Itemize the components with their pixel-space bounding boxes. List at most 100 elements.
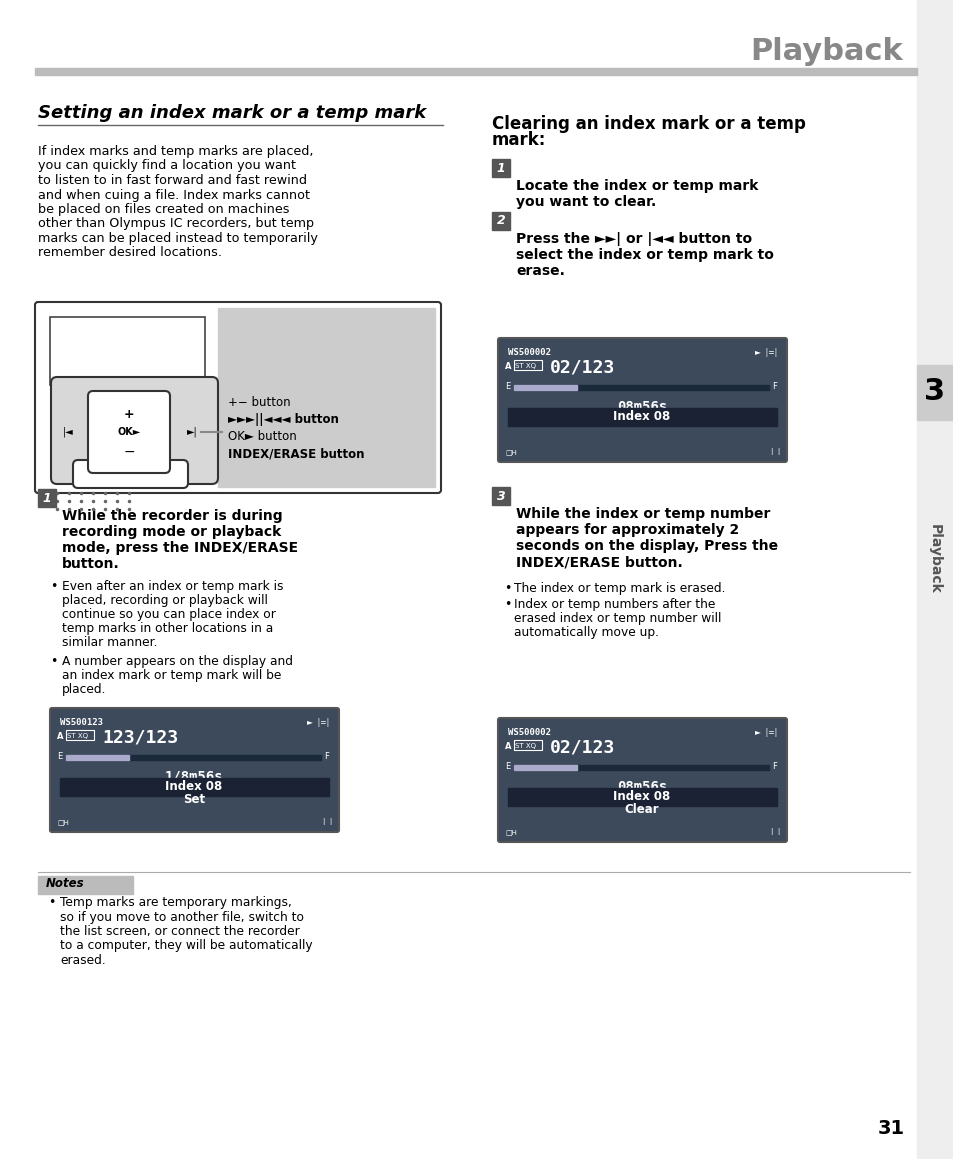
Text: |  |: | | [770, 828, 780, 834]
Bar [66, 755, 129, 760]
Text: placed.: placed. [62, 683, 107, 697]
Bar [66, 730, 94, 739]
Text: you can quickly find a location you want: you can quickly find a location you want [38, 160, 295, 173]
Text: erased index or temp number will: erased index or temp number will [514, 612, 720, 625]
Text: 3: 3 [497, 489, 505, 503]
Bar [35, 68, 916, 75]
Bar [514, 385, 577, 389]
Text: +− button: +− button [228, 396, 291, 409]
Text: erase.: erase. [516, 264, 564, 278]
Bar [218, 308, 435, 487]
Text: F: F [771, 761, 776, 771]
Text: Set: Set [183, 793, 205, 806]
Text: INDEX/ERASE button: INDEX/ERASE button [228, 447, 364, 460]
Bar [492, 487, 510, 505]
Text: ►  |=|: ► |=| [754, 728, 776, 737]
Text: temp marks in other locations in a: temp marks in other locations in a [62, 622, 273, 635]
Text: and when cuing a file. Index marks cannot: and when cuing a file. Index marks canno… [38, 189, 310, 202]
Text: WS500002: WS500002 [507, 348, 551, 357]
Bar [38, 489, 56, 506]
Text: the list screen, or connect the recorder: the list screen, or connect the recorder [60, 925, 299, 938]
Text: ►  |=|: ► |=| [307, 717, 329, 727]
Text: While the recorder is during: While the recorder is during [62, 509, 282, 523]
Bar [38, 876, 132, 894]
Text: Temp marks are temporary markings,: Temp marks are temporary markings, [60, 896, 292, 909]
Text: Index 08: Index 08 [613, 410, 670, 423]
Bar [916, 365, 953, 420]
Text: to listen to in fast forward and fast rewind: to listen to in fast forward and fast re… [38, 174, 307, 187]
Text: appears for approximately 2: appears for approximately 2 [516, 523, 739, 537]
Text: •: • [503, 598, 511, 611]
Text: ►  |=|: ► |=| [754, 348, 776, 357]
FancyBboxPatch shape [73, 460, 188, 488]
Text: Press the ►►| or |◄◄ button to: Press the ►►| or |◄◄ button to [516, 232, 751, 246]
Text: Index 08: Index 08 [165, 780, 222, 793]
Text: erased.: erased. [60, 954, 106, 967]
Text: 3: 3 [923, 378, 944, 407]
Text: ►►►||◄◄◄ button: ►►►||◄◄◄ button [228, 414, 338, 427]
Text: •: • [503, 582, 511, 595]
Text: automatically move up.: automatically move up. [514, 626, 659, 639]
Text: you want to clear.: you want to clear. [516, 195, 656, 209]
Text: 1: 1 [43, 491, 51, 504]
Text: OK►: OK► [117, 427, 140, 437]
Text: While the index or temp number: While the index or temp number [516, 506, 770, 522]
Text: •: • [50, 580, 57, 593]
Text: mark:: mark: [492, 131, 546, 150]
FancyBboxPatch shape [35, 302, 440, 493]
Text: ST XQ: ST XQ [515, 363, 536, 369]
Bar [50, 318, 205, 385]
Text: +: + [124, 408, 134, 422]
Text: Index or temp numbers after the: Index or temp numbers after the [514, 598, 715, 611]
Bar [514, 385, 768, 389]
Text: OK► button: OK► button [228, 430, 296, 444]
Text: seconds on the display, Press the: seconds on the display, Press the [516, 539, 778, 553]
Text: ST XQ: ST XQ [515, 743, 536, 749]
Text: 31: 31 [877, 1118, 904, 1137]
Text: Even after an index or temp mark is: Even after an index or temp mark is [62, 580, 283, 593]
Text: be placed on files created on machines: be placed on files created on machines [38, 203, 289, 216]
Text: |◄: |◄ [63, 427, 73, 437]
Text: WS500002: WS500002 [507, 728, 551, 737]
Text: Playback: Playback [927, 524, 941, 593]
FancyBboxPatch shape [497, 717, 786, 841]
Text: 08m56s: 08m56s [617, 780, 666, 794]
Text: ST XQ: ST XQ [67, 732, 88, 739]
Bar [507, 788, 776, 806]
Text: recording mode or playback: recording mode or playback [62, 525, 281, 539]
Text: E: E [504, 761, 510, 771]
Text: |  |: | | [770, 449, 780, 455]
Text: continue so you can place index or: continue so you can place index or [62, 608, 275, 621]
Bar [514, 360, 541, 370]
Bar [140, 401, 162, 415]
Text: F: F [771, 382, 776, 391]
Bar [514, 739, 541, 750]
FancyBboxPatch shape [88, 391, 170, 473]
Text: 1/8m56s: 1/8m56s [165, 770, 223, 783]
Bar [66, 755, 320, 760]
Text: 2: 2 [497, 214, 505, 227]
Text: Notes: Notes [46, 877, 85, 890]
Text: |  |: | | [322, 818, 332, 825]
Text: Clearing an index mark or a temp: Clearing an index mark or a temp [492, 115, 805, 133]
Text: Setting an index mark or a temp mark: Setting an index mark or a temp mark [38, 104, 426, 122]
Bar [492, 159, 510, 177]
Text: placed, recording or playback will: placed, recording or playback will [62, 595, 268, 607]
Bar [916, 0, 953, 1159]
Bar [507, 408, 776, 427]
Bar [57, 401, 79, 415]
Text: E: E [504, 382, 510, 391]
Bar [514, 765, 768, 770]
Text: remember desired locations.: remember desired locations. [38, 247, 222, 260]
Text: If index marks and temp marks are placed,: If index marks and temp marks are placed… [38, 145, 314, 158]
Bar [492, 212, 510, 229]
Text: to a computer, they will be automatically: to a computer, they will be automaticall… [60, 940, 313, 953]
Text: Locate the index or temp mark: Locate the index or temp mark [516, 178, 758, 194]
Text: select the index or temp mark to: select the index or temp mark to [516, 248, 773, 262]
Text: mode, press the INDEX/ERASE: mode, press the INDEX/ERASE [62, 541, 297, 555]
Text: F: F [324, 752, 329, 761]
Text: button.: button. [62, 557, 120, 571]
Text: −: − [123, 445, 134, 459]
Text: marks can be placed instead to temporarily: marks can be placed instead to temporari… [38, 232, 317, 245]
Text: so if you move to another file, switch to: so if you move to another file, switch t… [60, 911, 304, 924]
